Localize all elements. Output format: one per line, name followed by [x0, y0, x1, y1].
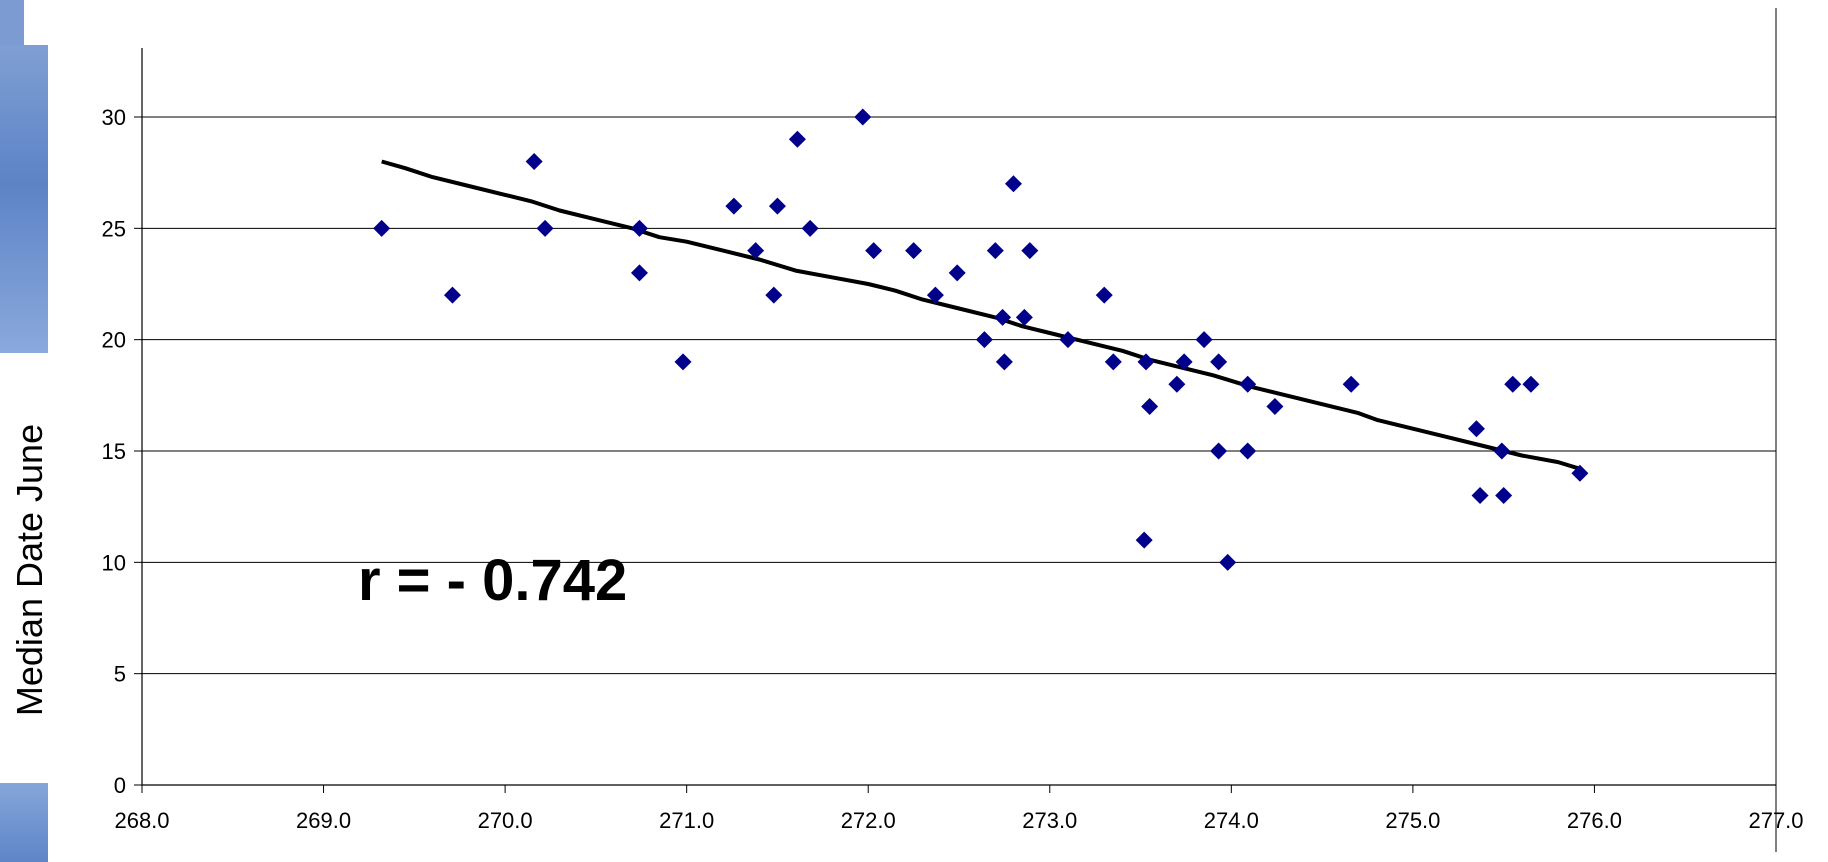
trendline-group	[381, 159, 1581, 471]
gridlines	[142, 116, 1776, 675]
data-point	[1104, 353, 1122, 371]
y-axis-title: Median Date June	[9, 424, 50, 716]
data-point	[994, 308, 1012, 326]
data-point	[1342, 375, 1360, 393]
x-tick-label: 275.0	[1385, 808, 1440, 833]
x-tick-label: 276.0	[1567, 808, 1622, 833]
data-point	[975, 331, 993, 349]
data-point	[1571, 464, 1589, 482]
data-point	[788, 130, 806, 148]
x-tick-label: 269.0	[296, 808, 351, 833]
x-tick-label: 271.0	[659, 808, 714, 833]
data-point	[1210, 353, 1228, 371]
data-point	[1239, 442, 1257, 460]
data-point	[1137, 353, 1155, 371]
data-point	[801, 219, 819, 237]
data-point	[905, 242, 923, 260]
data-point	[443, 286, 461, 304]
data-point	[536, 219, 554, 237]
data-point	[1195, 331, 1213, 349]
data-point	[1467, 420, 1485, 438]
data-point	[1471, 487, 1489, 505]
data-point	[1493, 442, 1511, 460]
x-tick-label: 268.0	[114, 808, 169, 833]
x-tick-label: 273.0	[1022, 808, 1077, 833]
data-point	[1266, 397, 1284, 415]
y-tick-label: 5	[114, 662, 126, 687]
data-point	[747, 242, 765, 260]
y-tick-label: 0	[114, 773, 126, 798]
data-point	[1175, 353, 1193, 371]
y-tick-label: 25	[102, 216, 126, 241]
data-point	[725, 197, 743, 215]
data-point	[1021, 242, 1039, 260]
data-point	[1495, 487, 1513, 505]
data-point	[1239, 375, 1257, 393]
data-point	[765, 286, 783, 304]
data-points	[373, 108, 1589, 571]
correlation-annotation: r = - 0.742	[358, 548, 627, 613]
data-point	[1015, 308, 1033, 326]
data-point	[1141, 397, 1159, 415]
data-point	[986, 242, 1004, 260]
y-tick-label: 15	[102, 439, 126, 464]
data-point	[926, 286, 944, 304]
data-point	[1522, 375, 1540, 393]
data-point	[768, 197, 786, 215]
axes	[134, 8, 1777, 852]
data-point	[373, 219, 391, 237]
data-point	[1135, 531, 1153, 549]
data-point	[865, 242, 883, 260]
y-tick-label: 20	[102, 328, 126, 353]
data-point	[995, 353, 1013, 371]
data-point	[1059, 331, 1077, 349]
data-point	[1219, 553, 1237, 571]
data-point	[630, 219, 648, 237]
data-point	[674, 353, 692, 371]
x-tick-label: 274.0	[1204, 808, 1259, 833]
x-tick-label: 277.0	[1748, 808, 1803, 833]
tick-labels: 0 5 10 15 20 25 30 268.0 269.0 270.0 271.0 272.0 273…	[102, 105, 1804, 833]
slide-sidebar-decoration-bottom	[0, 783, 48, 862]
x-tick-label: 272.0	[841, 808, 896, 833]
data-point	[630, 264, 648, 282]
data-point	[854, 108, 872, 126]
data-point	[1004, 175, 1022, 193]
data-point	[1095, 286, 1113, 304]
data-point	[948, 264, 966, 282]
data-point	[1168, 375, 1186, 393]
y-tick-label: 10	[102, 550, 126, 575]
data-point	[525, 153, 543, 171]
y-tick-label: 30	[102, 105, 126, 130]
x-tick-label: 270.0	[478, 808, 533, 833]
slide-corner-decoration	[0, 0, 24, 45]
data-point	[1504, 375, 1522, 393]
slide-sidebar-decoration-top	[0, 45, 48, 353]
data-point	[1210, 442, 1228, 460]
trendline	[381, 159, 1581, 471]
